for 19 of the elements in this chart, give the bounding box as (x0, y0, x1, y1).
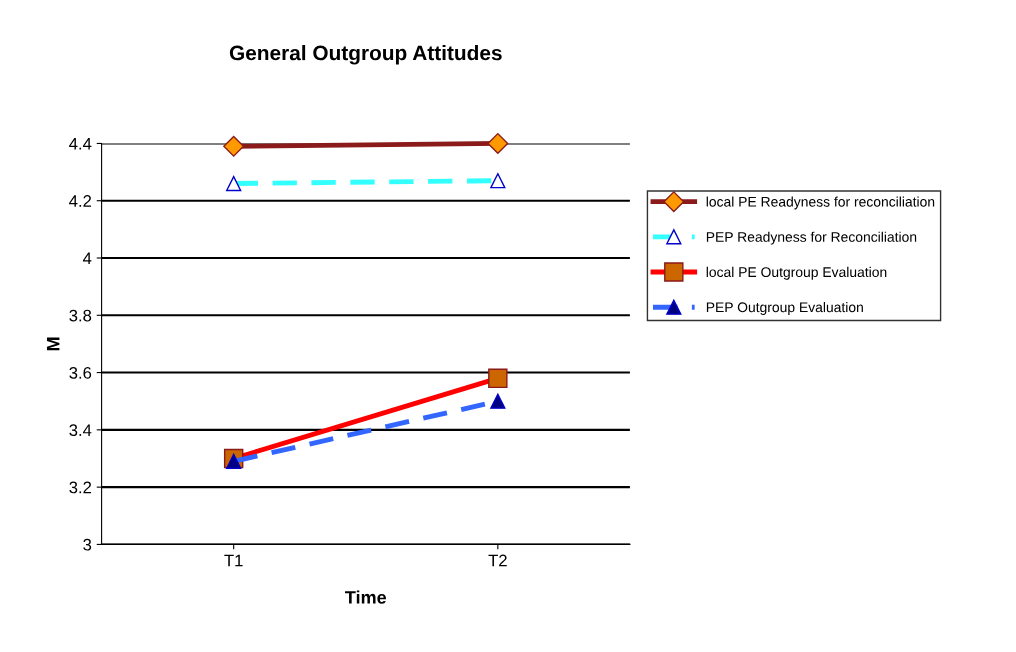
legend-label: PEP Readyness for Reconciliation (706, 231, 917, 245)
y-axis-title: M (46, 337, 60, 351)
y-tick-label: 3.2 (69, 481, 92, 494)
y-tick-label: 3.4 (69, 424, 92, 437)
legend-label: local PE Readyness for reconciliation (706, 196, 935, 210)
y-tick-label: 4 (82, 252, 92, 265)
point (487, 132, 509, 154)
x-axis-title: Time (345, 590, 387, 604)
y-tick-label: 3.8 (69, 309, 92, 322)
y-tick-label: 3.6 (69, 366, 92, 379)
y-tick-label: 4.2 (69, 195, 92, 207)
legend-label: PEP Outgroup Evaluation (706, 301, 863, 315)
chart-title: General Outgroup Attitudes (229, 45, 502, 65)
x-tick-label: T2 (488, 554, 507, 567)
legend-label: local PE Outgroup Evaluation (706, 266, 887, 280)
x-tick-label: T1 (224, 554, 243, 567)
y-tick-label: 3 (83, 538, 92, 551)
point (223, 135, 245, 157)
y-tick-label: 4.4 (69, 138, 92, 150)
